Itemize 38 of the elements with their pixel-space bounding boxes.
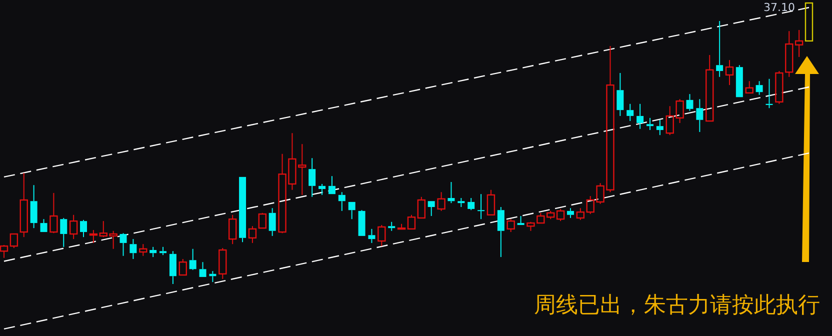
candlestick (308, 158, 316, 198)
candlestick (189, 248, 196, 270)
candlestick (656, 119, 664, 136)
candlestick (785, 30, 794, 78)
candlestick (616, 72, 624, 116)
candlestick (696, 98, 704, 132)
candlestick (468, 198, 475, 211)
candlestick (478, 194, 485, 220)
candlestick (497, 206, 504, 258)
candlestick (646, 117, 654, 131)
candlestick (725, 60, 734, 86)
candlestick (80, 219, 88, 238)
annotation: 37.10 (764, 1, 795, 14)
candlestick (448, 181, 455, 204)
candlestick (120, 232, 127, 256)
candlestick (130, 238, 137, 260)
candlestick (566, 208, 574, 218)
candlestick (20, 172, 28, 238)
candlestick (268, 208, 276, 236)
candlestick (636, 103, 644, 130)
candlestick (169, 250, 176, 284)
candlestick (338, 192, 346, 212)
candlestick (388, 221, 396, 232)
candlestick (766, 78, 773, 109)
candlestick (458, 198, 465, 208)
candlestick (248, 226, 257, 244)
text: 周线已出，朱古力请按此执行 (534, 293, 820, 318)
candlestick (626, 103, 634, 122)
candlestick (686, 94, 694, 112)
candlestick (160, 246, 167, 256)
candlestick (30, 184, 38, 229)
candlestick (716, 20, 724, 78)
candlestick (60, 217, 68, 248)
candlestick (318, 183, 326, 196)
candlestick (150, 246, 157, 258)
candlestick (368, 228, 376, 244)
candlestick (794, 29, 804, 58)
candlestick (756, 80, 763, 96)
